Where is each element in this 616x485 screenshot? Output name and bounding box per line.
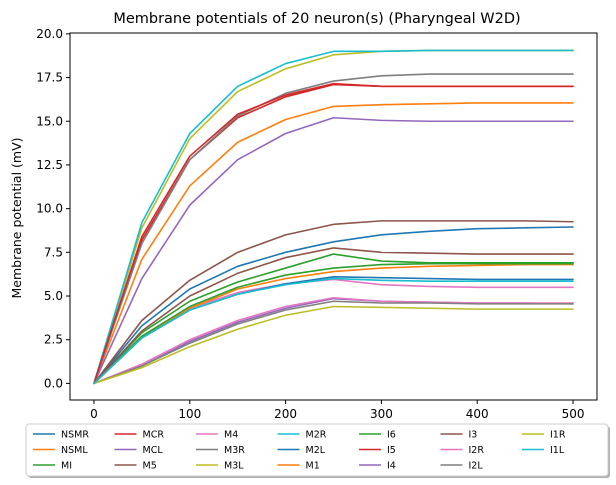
y-tick-label: 10.0: [36, 202, 63, 216]
legend-label-m2r: M2R: [306, 430, 327, 441]
legend-label-i1r: I1R: [550, 430, 566, 441]
series-line-m1: [93, 263, 574, 385]
legend-label-mcr: MCR: [143, 430, 165, 441]
legend-label-m3r: M3R: [224, 445, 245, 456]
legend-label-m5: M5: [143, 461, 157, 472]
series-line-i1r: [93, 305, 574, 385]
legend-label-mi: MI: [61, 461, 72, 472]
x-tick-label: 200: [274, 407, 297, 421]
legend-label-nsml: NSML: [61, 445, 88, 456]
legend-label-i5: I5: [387, 445, 396, 456]
legend-label-m4: M4: [224, 430, 238, 441]
legend-label-i1l: I1L: [550, 445, 565, 456]
legend-label-i3: I3: [469, 430, 478, 441]
legend-label-i2r: I2R: [469, 445, 485, 456]
legend-label-i6: I6: [387, 430, 396, 441]
legend-label-i2l: I2L: [469, 461, 484, 472]
series-line-i2l: [93, 300, 574, 385]
y-tick-label: 7.5: [44, 245, 63, 259]
series-line-m5: [93, 220, 574, 385]
y-tick-label: 15.0: [36, 114, 63, 128]
y-tick-label: 17.5: [36, 71, 63, 85]
x-tick-label: 100: [178, 407, 201, 421]
x-tick-label: 500: [562, 407, 585, 421]
series-line-m2r: [93, 49, 574, 385]
chart-title: Membrane potentials of 20 neuron(s) (Pha…: [113, 11, 520, 27]
y-tick-label: 20.0: [36, 27, 63, 41]
series-line-i6: [93, 262, 574, 385]
series-line-i2r: [93, 296, 574, 385]
axes-frame: [69, 32, 598, 401]
legend-label-nsmr: NSMR: [61, 430, 89, 441]
y-tick-label: 5.0: [44, 289, 63, 303]
y-tick-label: 0.0: [44, 376, 63, 390]
legend-label-m1: M1: [306, 461, 320, 472]
y-tick-label: 12.5: [36, 158, 63, 172]
series-line-mcl: [93, 116, 574, 385]
series-line-nsml: [93, 102, 574, 385]
legend-label-m2l: M2L: [306, 445, 326, 456]
legend-box: [25, 423, 609, 477]
x-tick-label: 300: [370, 407, 393, 421]
series-line-i3: [93, 247, 574, 385]
plot-area: 0 100 200 300 400 500 0.0 2.5 5.0 7.5 10.0 12.5 15.0…: [36, 27, 598, 421]
legend-label-m3l: M3L: [224, 461, 244, 472]
series-line-m3r: [93, 73, 574, 385]
y-tick-label: 2.5: [44, 333, 63, 347]
series-line-i5: [93, 82, 574, 385]
x-tick-label: 0: [90, 407, 98, 421]
series-line-mi: [93, 253, 574, 385]
series-line-nsmr: [93, 226, 574, 385]
legend: NSMR NSML MI MCR MCL M5 M4 M3R M3L M2R M2L M1 I6 I5 I4…: [25, 423, 610, 478]
legend-label-i4: I4: [387, 461, 396, 472]
series-line-i1l: [93, 277, 574, 385]
x-tick-label: 400: [466, 407, 489, 421]
legend-label-mcl: MCL: [143, 445, 164, 456]
y-axis-label: Membrane potential (mV): [9, 137, 24, 298]
